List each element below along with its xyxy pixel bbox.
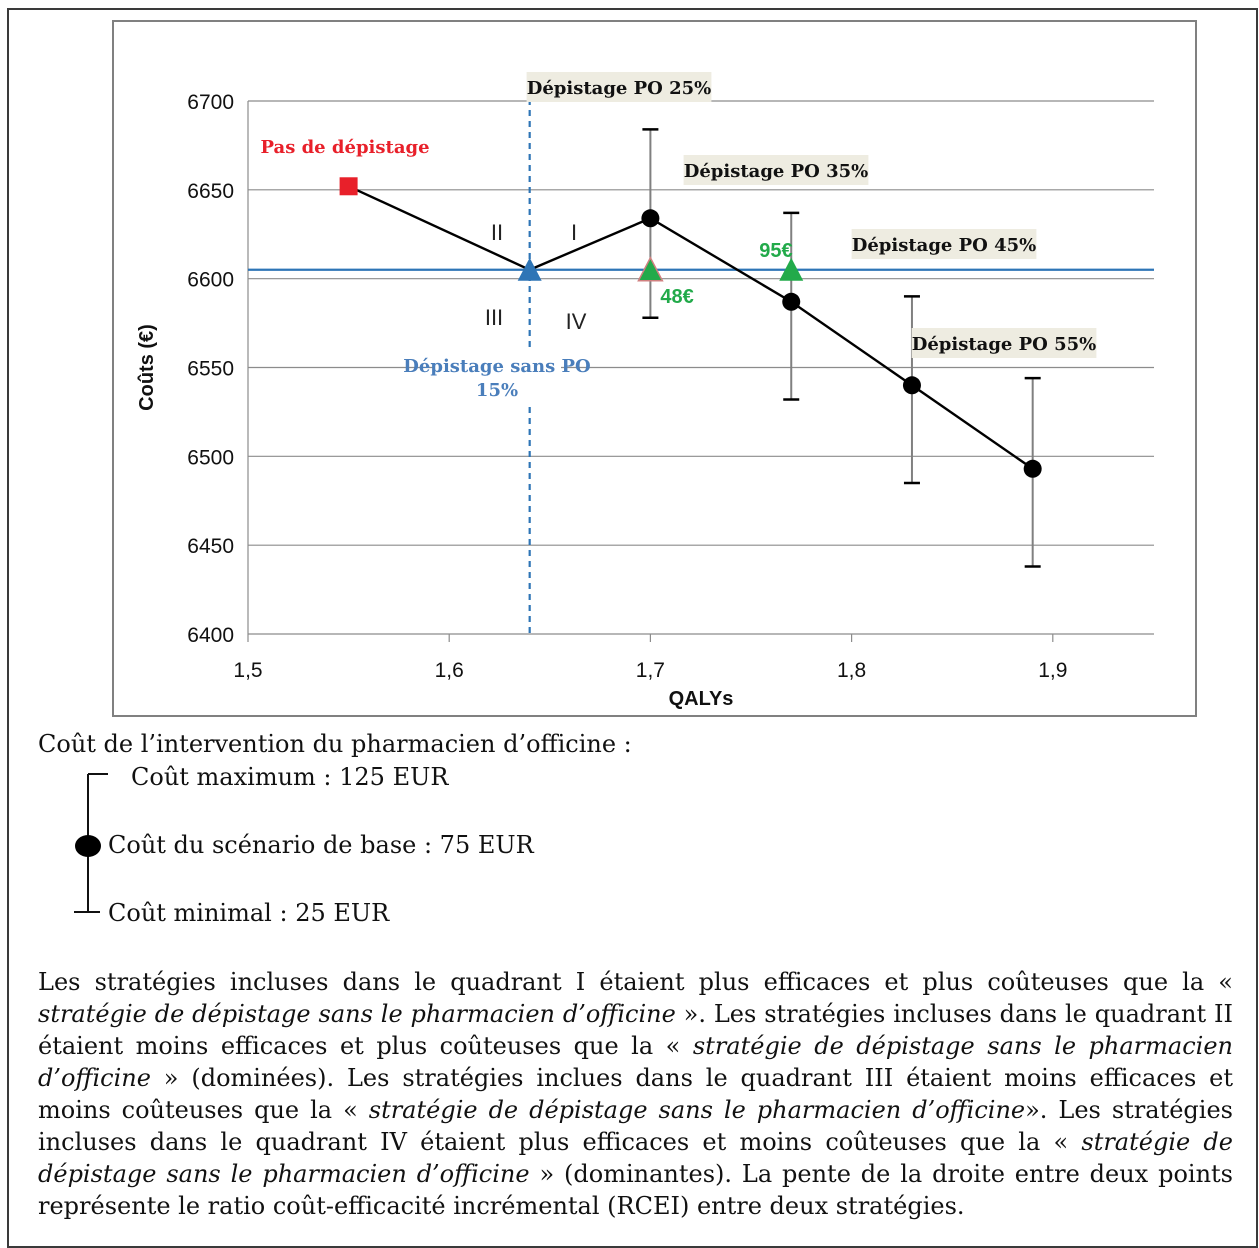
- point-label: Dépistage PO 45%: [852, 235, 1037, 256]
- strategy-name: stratégie de dépistage sans le pharmacie…: [38, 1032, 1233, 1092]
- point-label: Dépistage PO 25%: [527, 78, 712, 99]
- threshold-label: 95€: [759, 240, 792, 262]
- label-background: [911, 328, 1097, 358]
- label-background: [433, 350, 561, 402]
- frontier-line: [348, 185, 1034, 470]
- point-marker: [641, 209, 660, 228]
- cost-effectiveness-chart: 6400 6450 6500 6550 6600 6650 6700 1,5 1,6 1,7 1,8…: [136, 72, 1154, 710]
- point-marker: [339, 177, 358, 196]
- legend-max-cost: Coût maximum : 125 EUR: [131, 763, 449, 791]
- x-tick-label: 1,7: [636, 659, 665, 682]
- threshold-label: 48€: [660, 286, 693, 308]
- y-tick-label: 6600: [187, 269, 234, 292]
- legend-min-cost: Coût minimal : 25 EUR: [108, 899, 390, 927]
- y-tick-label: 6450: [187, 535, 234, 558]
- y-tick-label: 6700: [187, 91, 234, 114]
- x-tick-label: 1,6: [435, 659, 464, 682]
- y-tick-label: 6550: [187, 358, 234, 381]
- label-background: [526, 72, 712, 102]
- threshold-marker: [637, 256, 664, 282]
- text-segment: » (dominantes). La pente de la droite en…: [38, 1160, 1233, 1220]
- quadrant-label: IV: [566, 309, 587, 334]
- text-segment: ». Les stratégies incluses dans le quadr…: [38, 1000, 1233, 1060]
- y-tick-label: 6500: [187, 446, 234, 469]
- label-background: [683, 155, 869, 185]
- x-tick-label: 1,9: [1038, 659, 1067, 682]
- legend-base-cost: Coût du scénario de base : 75 EUR: [108, 831, 534, 859]
- strategy-name: stratégie de dépistage sans le pharmacie…: [368, 1096, 1026, 1124]
- x-axis-label: QALYs: [669, 688, 734, 710]
- point-label: Dépistage PO 35%: [684, 161, 869, 182]
- y-axis-label: Coûts (€): [136, 324, 158, 411]
- point-label: Dépistage sans PO: [403, 356, 590, 377]
- point-marker: [782, 292, 801, 311]
- legend-title: Coût de l’intervention du pharmacien d’o…: [38, 730, 632, 758]
- quadrant-label: III: [485, 305, 503, 330]
- point-marker: [517, 257, 542, 281]
- x-tick-label: 1,5: [233, 659, 262, 682]
- point-label: Pas de dépistage: [260, 137, 429, 158]
- text-segment: Les stratégies incluses dans le quadrant…: [38, 968, 1233, 996]
- point-marker: [902, 376, 921, 395]
- label-background: [851, 229, 1037, 259]
- text-segment: ». Les stratégies incluses dans le quadr…: [38, 1096, 1233, 1156]
- x-tick-label: 1,8: [837, 659, 866, 682]
- point-label: 15%: [476, 380, 518, 401]
- threshold-marker: [779, 257, 804, 281]
- strategy-name: stratégie de dépistage sans le pharmacie…: [38, 1128, 1233, 1188]
- y-tick-label: 6650: [187, 180, 234, 203]
- text-segment: » (dominées). Les stratégies inclues dan…: [38, 1064, 1233, 1124]
- chart-container: 6400 6450 6500 6550 6600 6650 6700 1,5 1,6 1,7 1,8…: [112, 20, 1197, 717]
- strategy-name: stratégie de dépistage sans le pharmacie…: [38, 1000, 676, 1028]
- quadrant-explanation: Les stratégies incluses dans le quadrant…: [38, 966, 1233, 1222]
- quadrant-label: II: [491, 220, 503, 245]
- y-tick-label: 6400: [187, 624, 234, 647]
- quadrant-label: I: [571, 220, 577, 245]
- point-label: Dépistage PO 55%: [912, 334, 1097, 355]
- point-marker: [1023, 459, 1042, 478]
- error-bar-legend-icon: [74, 773, 108, 913]
